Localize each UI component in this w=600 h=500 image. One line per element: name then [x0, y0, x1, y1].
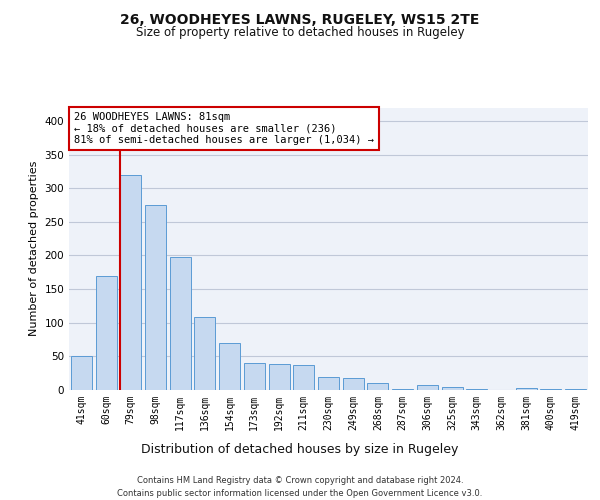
Bar — [417, 386, 438, 390]
Bar — [120, 175, 141, 390]
Bar — [442, 386, 463, 390]
Y-axis label: Number of detached properties: Number of detached properties — [29, 161, 39, 336]
Bar — [343, 378, 364, 390]
Bar — [145, 205, 166, 390]
Bar — [293, 365, 314, 390]
Bar — [194, 318, 215, 390]
Bar — [541, 388, 562, 390]
Bar — [269, 364, 290, 390]
Bar — [516, 388, 537, 390]
Bar — [244, 363, 265, 390]
Text: 26, WOODHEYES LAWNS, RUGELEY, WS15 2TE: 26, WOODHEYES LAWNS, RUGELEY, WS15 2TE — [121, 12, 479, 26]
Text: Distribution of detached houses by size in Rugeley: Distribution of detached houses by size … — [142, 442, 458, 456]
Text: 26 WOODHEYES LAWNS: 81sqm
← 18% of detached houses are smaller (236)
81% of semi: 26 WOODHEYES LAWNS: 81sqm ← 18% of detac… — [74, 112, 374, 145]
Text: Size of property relative to detached houses in Rugeley: Size of property relative to detached ho… — [136, 26, 464, 39]
Bar — [219, 343, 240, 390]
Bar — [318, 376, 339, 390]
Text: Contains HM Land Registry data © Crown copyright and database right 2024.
Contai: Contains HM Land Registry data © Crown c… — [118, 476, 482, 498]
Bar — [392, 388, 413, 390]
Bar — [95, 276, 116, 390]
Bar — [565, 388, 586, 390]
Bar — [367, 384, 388, 390]
Bar — [170, 258, 191, 390]
Bar — [466, 388, 487, 390]
Bar — [71, 356, 92, 390]
